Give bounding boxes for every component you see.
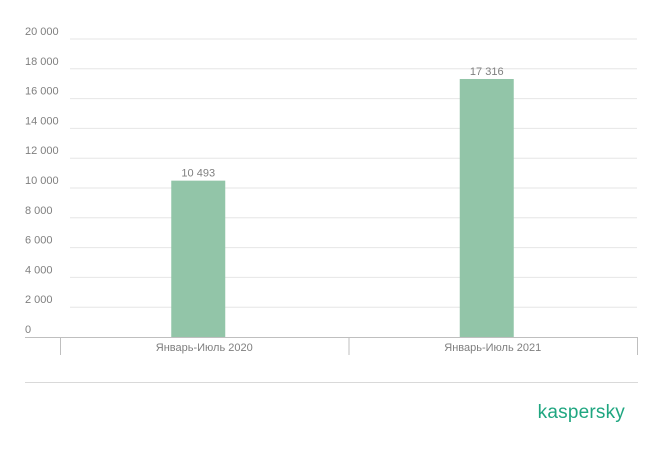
data-label: 10 493 (181, 168, 215, 180)
y-tick-label: 10 000 (25, 175, 59, 187)
data-labels: 10 493 17 316 (181, 66, 503, 180)
y-tick-label: 2 000 (25, 294, 53, 306)
x-category-label: Январь-Июль 2020 (156, 342, 253, 354)
gridlines (70, 38, 637, 308)
y-tick-label: 12 000 (25, 145, 59, 157)
bar (459, 78, 514, 337)
x-axis: Январь-Июль 2020 Январь-Июль 2021 (25, 337, 638, 355)
data-label: 17 316 (470, 66, 504, 78)
y-tick-label: 14 000 (25, 115, 59, 127)
y-tick-label: 18 000 (25, 56, 59, 68)
y-tick-label: 8 000 (25, 205, 53, 217)
bars (171, 78, 514, 337)
y-axis-ticks: 0 2 000 4 000 6 000 8 000 10 000 12 000 14 000 1… (25, 26, 59, 336)
bar-chart: 0 2 000 4 000 6 000 8 000 10 000 12 000 14 000 1… (25, 26, 638, 355)
y-tick-label: 0 (25, 324, 31, 336)
y-tick-label: 6 000 (25, 235, 53, 247)
bar (171, 180, 226, 337)
y-tick-label: 20 000 (25, 26, 59, 38)
footer-divider (25, 382, 638, 383)
y-tick-label: 16 000 (25, 86, 59, 98)
y-tick-label: 4 000 (25, 264, 53, 276)
kaspersky-logo: kaspersky (537, 402, 625, 423)
x-category-label: Январь-Июль 2021 (444, 342, 541, 354)
